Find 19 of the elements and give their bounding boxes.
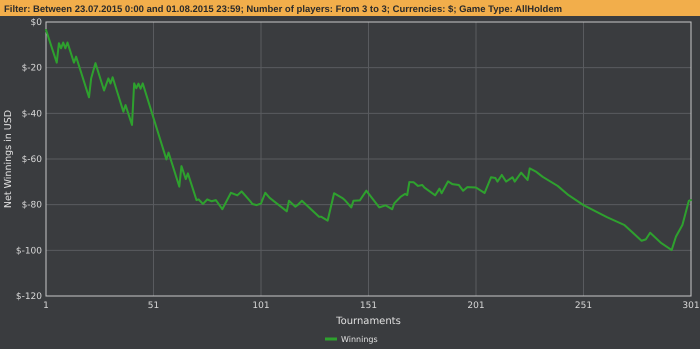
x-tick-label: 251 bbox=[574, 301, 592, 311]
y-tick-label: $-100 bbox=[16, 246, 42, 256]
x-tick-label: 101 bbox=[252, 301, 270, 311]
y-tick-label: $-80 bbox=[22, 200, 42, 211]
x-tick-label: 1 bbox=[43, 301, 49, 311]
y-tick-label: $0 bbox=[30, 18, 42, 28]
y-axis-title: Net Winnings in USD bbox=[3, 110, 14, 208]
y-tick-label: $-120 bbox=[16, 292, 42, 302]
legend-label: Winnings bbox=[341, 335, 378, 344]
y-tick-label: $-40 bbox=[22, 109, 42, 120]
x-tick-label: 301 bbox=[682, 301, 700, 311]
y-tick-label: $-60 bbox=[22, 155, 42, 165]
x-axis-title: Tournaments bbox=[335, 316, 401, 327]
x-tick-label: 201 bbox=[467, 301, 485, 311]
line-series bbox=[45, 28, 692, 252]
x-tick-label: 51 bbox=[148, 301, 160, 311]
chart-title: Filter: Between 23.07.2015 0:00 and 01.08.2015 23:59; Number of players: From 3 to 3; Currencies: $; Game Type: AllHoldem bbox=[4, 4, 562, 15]
y-tick-label: $-20 bbox=[22, 64, 42, 74]
x-tick-label: 151 bbox=[360, 301, 378, 311]
